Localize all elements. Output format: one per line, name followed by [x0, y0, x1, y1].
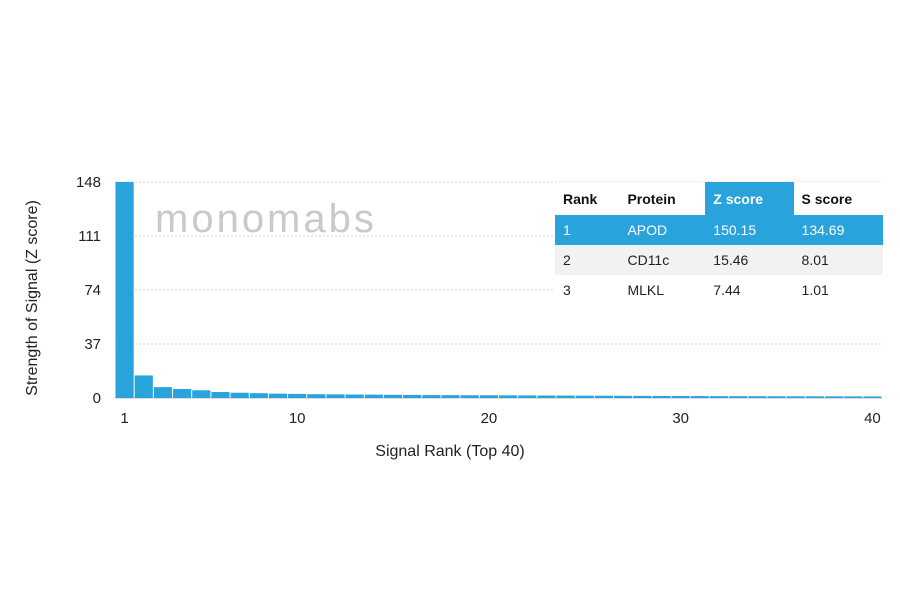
s-score-cell: 134.69 — [793, 215, 883, 245]
bar — [633, 395, 652, 398]
x-axis-title: Signal Rank (Top 40) — [375, 443, 524, 460]
bar — [268, 393, 288, 398]
x-tick-label: 30 — [672, 410, 689, 427]
table-header-row: Rank Protein Z score S score — [555, 182, 883, 215]
bar — [230, 392, 249, 398]
watermark-logo: monomabs — [155, 197, 377, 241]
bar — [786, 396, 805, 398]
s-score-cell: 8.01 — [793, 245, 883, 275]
bar — [652, 395, 671, 398]
bar — [441, 395, 460, 398]
x-tick-label: 40 — [864, 410, 881, 427]
protein-cell: APOD — [619, 215, 706, 245]
bar — [499, 395, 518, 398]
x-tick-label: 20 — [481, 410, 498, 427]
bar — [594, 395, 614, 398]
bar — [729, 396, 748, 398]
bar-layer — [115, 182, 882, 398]
bar — [863, 396, 882, 398]
protein-cell: MLKL — [619, 275, 706, 305]
x-tick-labels: 1 10 20 30 40 — [120, 410, 880, 427]
header-z-score[interactable]: Z score — [705, 182, 794, 215]
y-tick-label: 37 — [84, 336, 101, 353]
bar — [748, 396, 767, 398]
bar — [575, 395, 594, 398]
bar — [690, 396, 709, 398]
bar — [173, 388, 192, 398]
y-axis-title: Strength of Signal (Z score) — [24, 200, 41, 396]
s-score-cell: 1.01 — [793, 275, 883, 305]
bar — [537, 395, 556, 398]
top-proteins-table: Rank Protein Z score S score 1 APOD 150.… — [555, 182, 883, 305]
bar — [364, 394, 383, 398]
header-protein[interactable]: Protein — [627, 190, 676, 207]
bar — [345, 394, 364, 398]
bar — [767, 396, 786, 398]
y-tick-label: 74 — [84, 282, 101, 299]
z-score-cell: 15.46 — [705, 245, 794, 275]
y-tick-label: 0 — [93, 390, 101, 407]
bar — [403, 394, 422, 398]
table-row: 2 CD11c 15.46 8.01 — [555, 245, 883, 275]
bar — [326, 394, 345, 398]
rank-cell: 2 — [555, 245, 620, 275]
x-tick-label: 10 — [289, 410, 306, 427]
bar — [288, 393, 307, 398]
bar — [479, 395, 498, 398]
bar — [518, 395, 537, 398]
rank-cell: 1 — [555, 215, 620, 245]
bar — [805, 396, 824, 398]
bar — [383, 394, 403, 398]
y-tick-label: 148 — [76, 174, 101, 191]
bar — [153, 387, 173, 398]
rank-cell: 3 — [555, 275, 620, 305]
z-score-cell: 7.44 — [705, 275, 794, 305]
bar — [824, 396, 844, 398]
protein-cell: CD11c — [619, 245, 706, 275]
bar — [115, 182, 134, 398]
bar — [556, 395, 575, 398]
header-s-score[interactable]: S score — [801, 190, 853, 207]
bar — [671, 396, 690, 398]
y-tick-label: 111 — [78, 228, 101, 245]
y-tick-labels: 0 37 74 111 148 — [76, 174, 101, 407]
table-row: 3 MLKL 7.44 1.01 — [555, 275, 883, 305]
bar — [422, 395, 441, 398]
bar — [844, 396, 863, 398]
table-row: 1 APOD 150.15 134.69 — [555, 215, 883, 245]
bar — [709, 396, 729, 398]
bar — [192, 390, 211, 398]
bar — [460, 395, 479, 398]
bar — [307, 394, 326, 398]
bar — [249, 393, 268, 398]
z-score-cell: 150.15 — [705, 215, 794, 245]
bar — [614, 395, 633, 398]
bar — [134, 375, 153, 398]
bar — [211, 392, 230, 398]
header-rank[interactable]: Rank — [563, 190, 598, 207]
x-tick-label: 1 — [120, 410, 128, 427]
